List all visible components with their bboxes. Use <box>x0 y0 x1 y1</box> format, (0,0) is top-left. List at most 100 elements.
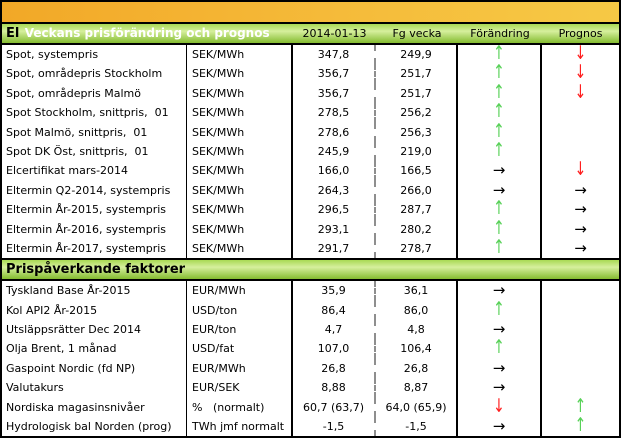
forecast-cell <box>542 339 619 358</box>
table-row: Eltermin År-2015, systempris SEK/MWh 296,5… <box>2 200 619 220</box>
section-title: El <box>6 26 20 41</box>
row-label: Spot, områdepris Stockholm <box>2 64 187 84</box>
forecast-cell <box>542 359 619 378</box>
table-row: Gaspoint Nordic (fd NP) EUR/MWh 26,8 26,8 → <box>2 358 619 379</box>
forecast-cell: ↑ <box>542 417 619 436</box>
current-value: 107,0 <box>293 339 376 359</box>
row-unit: EUR/MWh <box>187 281 293 301</box>
forecast-cell <box>542 301 619 320</box>
up-arrow-icon: ↑ <box>493 219 505 239</box>
current-value: 26,8 <box>293 358 376 379</box>
column-header-change: Förändring <box>470 27 530 40</box>
table-row: Spot Malmö, snittpris, 01 SEK/MWh 278,6 256… <box>2 122 619 142</box>
row-unit: SEK/MWh <box>187 180 293 201</box>
table-row: Spot DK Öst, snittpris, 01 SEK/MWh 245,9 21… <box>2 141 619 162</box>
flat-arrow-icon: → <box>492 378 506 397</box>
previous-value: 8,87 <box>376 378 458 398</box>
previous-value: 4,8 <box>376 320 458 340</box>
current-value: 356,7 <box>293 64 376 84</box>
forecast-cell: → <box>542 200 619 219</box>
change-cell: ↑ <box>458 238 542 259</box>
column-header-prev-week: Fg vecka <box>392 27 442 40</box>
previous-value: 280,2 <box>376 219 458 239</box>
column-header-forecast: Prognos <box>558 27 603 40</box>
row-unit: SEK/MWh <box>187 103 293 123</box>
row-label: Eltermin År-2016, systempris <box>2 219 187 239</box>
table-row: Valutakurs EUR/SEK 8,88 8,87 → <box>2 378 619 398</box>
change-cell: ↑ <box>458 300 542 321</box>
current-value: 166,0 <box>293 161 376 181</box>
current-value: 4,7 <box>293 320 376 340</box>
previous-value: 249,9 <box>376 45 458 65</box>
up-arrow-icon: ↑ <box>493 45 505 65</box>
row-label: Spot, områdepris Malmö <box>2 83 187 104</box>
forecast-cell <box>542 320 619 339</box>
change-cell: → <box>458 358 542 379</box>
previous-value: 26,8 <box>376 358 458 379</box>
previous-value: 219,0 <box>376 141 458 162</box>
change-cell: → <box>458 161 542 181</box>
change-cell: ↑ <box>458 83 542 104</box>
table-row: Eltermin Q2-2014, systempris SEK/MWh 264,3… <box>2 180 619 201</box>
current-value: -1,5 <box>293 417 376 436</box>
table-row: Olja Brent, 1 månad USD/fat 107,0 106,4 ↑ <box>2 339 619 359</box>
forecast-cell <box>542 123 619 142</box>
down-arrow-icon: ↓ <box>493 397 505 418</box>
current-value: 347,8 <box>293 45 376 65</box>
table-row: Eltermin År-2017, systempris SEK/MWh 291,7… <box>2 238 619 259</box>
down-arrow-icon: ↓ <box>574 45 587 65</box>
previous-value: 266,0 <box>376 180 458 201</box>
table-row: Elcertifikat mars-2014 SEK/MWh 166,0 166,5 →… <box>2 161 619 181</box>
current-value: 35,9 <box>293 281 376 301</box>
row-label: Nordiska magasinsnivåer <box>2 397 187 418</box>
up-arrow-icon: ↑ <box>493 64 505 84</box>
title-bar: Veckans prisförändring och prognos <box>2 2 619 40</box>
row-unit: SEK/MWh <box>187 219 293 239</box>
row-unit: SEK/MWh <box>187 64 293 84</box>
previous-value: 278,7 <box>376 238 458 259</box>
row-label: Elcertifikat mars-2014 <box>2 161 187 181</box>
row-label: Eltermin Q2-2014, systempris <box>2 180 187 201</box>
previous-value: 86,0 <box>376 300 458 321</box>
flat-arrow-icon: → <box>574 200 587 219</box>
row-label: Tyskland Base År-2015 <box>2 281 187 301</box>
forecast-cell <box>542 103 619 122</box>
change-cell: ↓ <box>458 397 542 418</box>
change-cell: → <box>458 180 542 201</box>
row-unit: SEK/MWh <box>187 238 293 259</box>
flat-arrow-icon: → <box>492 180 506 199</box>
up-arrow-icon: ↑ <box>574 417 587 437</box>
section-title: Prispåverkande faktorer <box>6 262 186 278</box>
row-label: Hydrologisk bal Norden (prog) <box>2 417 187 436</box>
forecast-cell <box>542 142 619 161</box>
forecast-cell: ↓ <box>542 64 619 83</box>
forecast-cell: ↑ <box>542 398 619 417</box>
change-cell: ↑ <box>458 103 542 123</box>
change-cell: ↑ <box>458 339 542 359</box>
previous-value: 251,7 <box>376 83 458 104</box>
previous-value: 287,7 <box>376 200 458 220</box>
flat-arrow-icon: → <box>492 281 506 300</box>
row-unit: SEK/MWh <box>187 200 293 220</box>
section-header-factors: Prispåverkande faktorer <box>2 258 619 282</box>
row-label: Eltermin År-2015, systempris <box>2 200 187 220</box>
current-value: 86,4 <box>293 300 376 321</box>
down-arrow-icon: ↓ <box>574 161 587 181</box>
change-cell: → <box>458 417 542 436</box>
table-row: Spot, områdepris Malmö SEK/MWh 356,7 251,7 ↑… <box>2 83 619 104</box>
forecast-cell: ↓ <box>542 45 619 64</box>
row-label: Kol API2 År-2015 <box>2 300 187 321</box>
table-row: Utsläppsrätter Dec 2014 EUR/ton 4,7 4,8 → <box>2 320 619 340</box>
table-row: Tyskland Base År-2015 EUR/MWh 35,9 36,1 → <box>2 281 619 301</box>
current-value: 245,9 <box>293 141 376 162</box>
forecast-cell: ↓ <box>542 161 619 180</box>
change-cell: ↑ <box>458 64 542 84</box>
current-value: 291,7 <box>293 238 376 259</box>
table-body: El 2014-01-13 Fg vecka Förändring Prognos Spo… <box>2 24 619 436</box>
row-unit: TWh jmf normalt <box>187 417 293 436</box>
row-label: Gaspoint Nordic (fd NP) <box>2 358 187 379</box>
change-cell: → <box>458 378 542 398</box>
up-arrow-icon: ↑ <box>493 103 505 123</box>
row-label: Spot DK Öst, snittpris, 01 <box>2 141 187 162</box>
previous-value: 256,3 <box>376 122 458 142</box>
